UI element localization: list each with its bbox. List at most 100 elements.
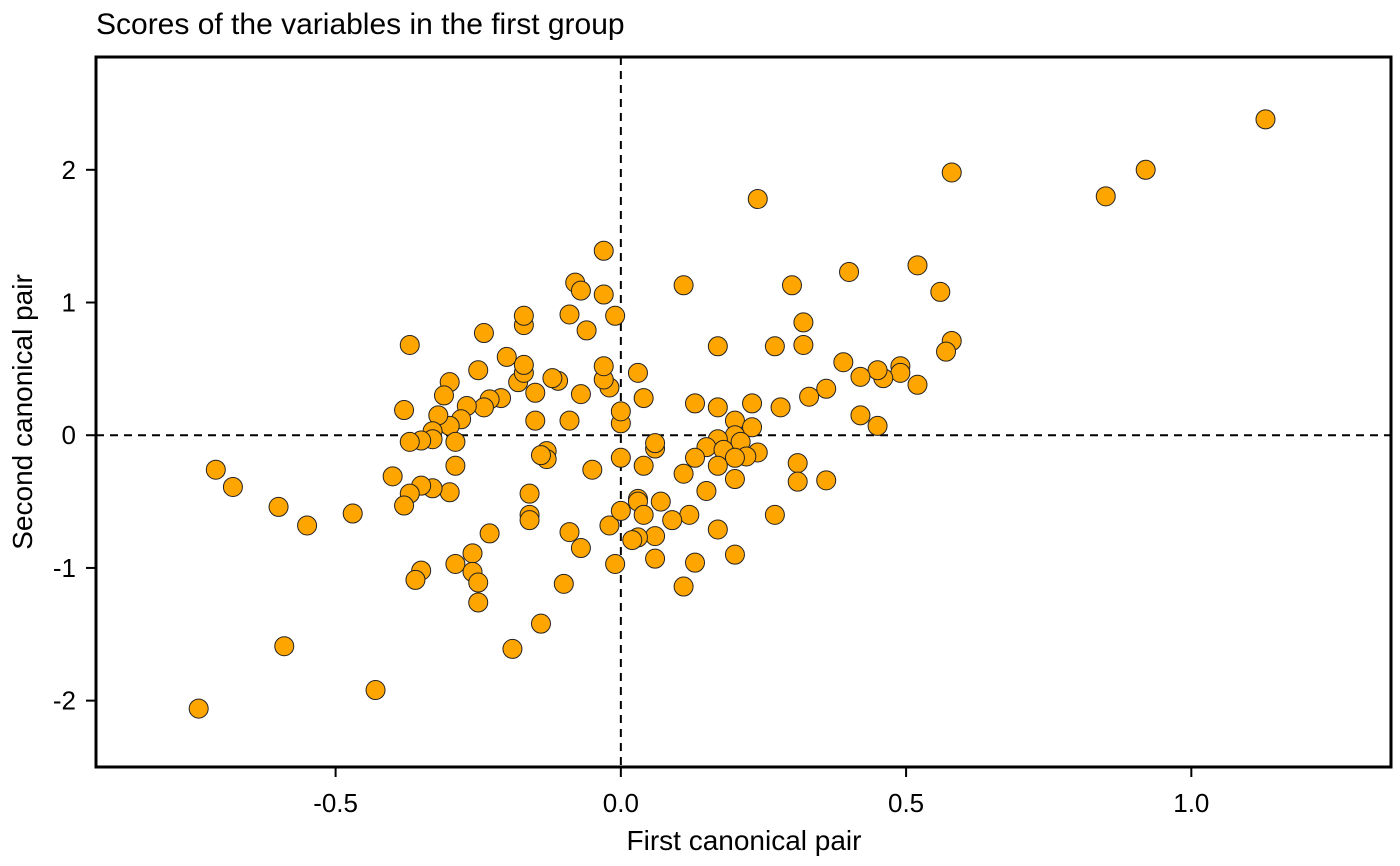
- data-point: [570, 280, 591, 301]
- data-point: [770, 397, 791, 418]
- x-tick-label: 1.0: [1173, 788, 1209, 818]
- data-point: [222, 476, 243, 497]
- data-point: [867, 415, 888, 436]
- data-point: [599, 515, 620, 536]
- y-tick-label: 2: [62, 155, 76, 185]
- data-point: [502, 638, 523, 659]
- data-point: [610, 500, 631, 521]
- data-point: [650, 491, 671, 512]
- data-point: [742, 417, 763, 438]
- data-point: [394, 400, 415, 421]
- data-point: [1095, 186, 1116, 207]
- data-point: [468, 360, 489, 381]
- data-point: [907, 374, 928, 395]
- data-point: [559, 304, 580, 325]
- y-axis: -2 -1 0 1 2: [53, 155, 96, 716]
- data-point: [268, 496, 289, 517]
- data-point: [747, 189, 768, 209]
- data-point: [787, 471, 808, 492]
- data-point: [930, 281, 951, 302]
- y-tick-label: -2: [53, 686, 76, 716]
- data-point: [559, 522, 580, 543]
- data-point: [593, 284, 614, 305]
- reference-lines: [96, 57, 1391, 767]
- data-point: [445, 431, 466, 452]
- data-point: [473, 397, 494, 418]
- data-point: [679, 504, 700, 525]
- data-point: [724, 544, 745, 565]
- data-point: [764, 336, 785, 357]
- data-point: [382, 466, 403, 487]
- data-point: [479, 523, 500, 544]
- data-point: [673, 463, 694, 484]
- x-axis: -0.5 0.0 0.5 1.0: [313, 767, 1209, 818]
- data-point: [936, 341, 957, 362]
- data-point: [816, 470, 837, 491]
- data-point: [724, 469, 745, 490]
- data-point: [907, 255, 928, 276]
- data-point: [781, 275, 802, 296]
- plot-frame: [94, 55, 1393, 769]
- data-point: [365, 680, 386, 701]
- data-point: [468, 592, 489, 613]
- y-tick-label: 1: [62, 288, 76, 318]
- data-point: [605, 305, 626, 326]
- data-point: [1135, 159, 1156, 180]
- data-point: [445, 553, 466, 574]
- data-point: [645, 526, 666, 547]
- data-point: [570, 538, 591, 559]
- y-tick-label: 0: [62, 420, 76, 450]
- data-point: [462, 543, 483, 564]
- data-point: [473, 323, 494, 344]
- data-point: [742, 393, 763, 414]
- data-point: [627, 362, 648, 383]
- data-point: [707, 455, 728, 476]
- data-point: [496, 346, 517, 367]
- data-point: [622, 530, 643, 551]
- data-point: [633, 504, 654, 525]
- data-point: [519, 510, 540, 531]
- data-point: [188, 698, 209, 719]
- data-point: [559, 410, 580, 431]
- data-point: [445, 455, 466, 476]
- data-point: [707, 397, 728, 418]
- data-point: [816, 378, 837, 399]
- x-tick-label: 0.5: [888, 788, 924, 818]
- data-point: [610, 401, 631, 422]
- data-point: [433, 385, 454, 406]
- data-point: [696, 480, 717, 501]
- data-points: [188, 109, 1276, 719]
- data-point: [673, 275, 694, 296]
- data-point: [633, 388, 654, 409]
- data-point: [513, 305, 534, 326]
- data-point: [525, 382, 546, 403]
- data-point: [839, 261, 860, 282]
- data-point: [685, 552, 706, 573]
- data-point: [707, 336, 728, 357]
- data-point: [542, 368, 563, 389]
- data-point: [593, 356, 614, 377]
- x-axis-label: First canonical pair: [627, 825, 862, 856]
- data-point: [610, 447, 631, 468]
- data-point: [685, 393, 706, 414]
- data-point: [633, 455, 654, 476]
- y-tick-label: -1: [53, 553, 76, 583]
- data-point: [645, 548, 666, 569]
- data-point: [530, 445, 551, 466]
- data-point: [645, 433, 666, 454]
- data-point: [593, 240, 614, 261]
- data-point: [576, 320, 597, 341]
- data-point: [297, 515, 318, 536]
- data-point: [764, 504, 785, 525]
- data-point: [662, 510, 683, 531]
- data-point: [405, 569, 426, 590]
- data-point: [867, 360, 888, 381]
- data-point: [850, 405, 871, 426]
- data-point: [342, 503, 363, 524]
- data-point: [707, 519, 728, 540]
- data-point: [399, 431, 420, 452]
- x-tick-label: 0.0: [603, 788, 639, 818]
- data-point: [525, 410, 546, 431]
- data-point: [274, 636, 295, 657]
